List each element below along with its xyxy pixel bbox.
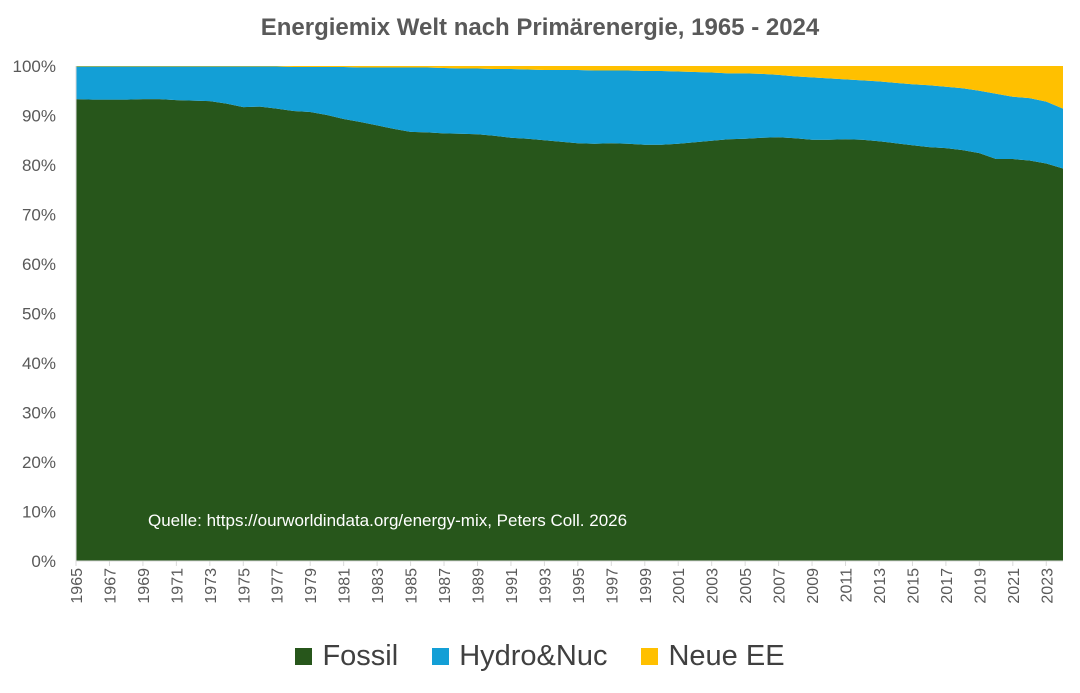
- y-tick-label: 40%: [22, 354, 56, 373]
- y-tick-label: 30%: [22, 404, 56, 423]
- y-tick-label: 80%: [22, 156, 56, 175]
- x-tick-label: 1971: [169, 568, 186, 604]
- x-tick-label: 1997: [604, 568, 621, 604]
- x-tick-label: 1981: [337, 568, 354, 604]
- area-series-fossil: [76, 99, 1063, 562]
- legend-swatch: [432, 648, 450, 665]
- x-tick-label: 2003: [705, 568, 722, 604]
- x-tick-label: 1979: [303, 568, 320, 604]
- y-tick-label: 50%: [22, 305, 56, 324]
- x-tick-label: 1983: [370, 568, 387, 604]
- x-tick-label: 2007: [772, 568, 789, 604]
- x-tick-label: 2009: [805, 568, 822, 604]
- x-tick-label: 1973: [203, 568, 220, 604]
- area-series-hydro-nuc: [76, 66, 1063, 169]
- x-tick-label: 2015: [905, 568, 922, 604]
- y-tick-label: 10%: [22, 503, 56, 522]
- legend-label: Neue EE: [668, 640, 785, 672]
- x-tick-label: 1969: [136, 568, 153, 604]
- legend-label: Hydro&Nuc: [459, 640, 608, 672]
- x-tick-label: 2001: [671, 568, 688, 604]
- plot-area: 0% 10% 20% 30% 40% 50% 60% 70% 80% 90% 100% 1965 196…: [13, 57, 1063, 604]
- x-tick-label: 1977: [270, 568, 287, 604]
- legend: Fossil Hydro&Nuc Neue EE: [0, 640, 1080, 673]
- x-tick-label: 1985: [404, 568, 421, 604]
- y-tick-label: 0%: [31, 552, 56, 571]
- x-tick-label: 1991: [504, 568, 521, 604]
- y-tick-label: 60%: [22, 255, 56, 274]
- legend-item-fossil: Fossil: [295, 640, 398, 673]
- y-tick-label: 20%: [22, 453, 56, 472]
- x-tick-label: 2017: [939, 568, 956, 604]
- y-tick-label: 100%: [13, 57, 56, 76]
- x-tick-label: 2005: [738, 568, 755, 604]
- x-tick-label: 2019: [972, 568, 989, 604]
- y-tick-label: 90%: [22, 107, 56, 126]
- legend-swatch: [641, 648, 659, 665]
- x-tick-label: 1987: [437, 568, 454, 604]
- legend-item-hydro-nuc: Hydro&Nuc: [432, 640, 607, 673]
- legend-item-neue-ee: Neue EE: [641, 640, 785, 673]
- area-series-neue-ee: [76, 66, 1063, 109]
- chart-title: Energiemix Welt nach Primärenergie, 1965…: [260, 14, 820, 41]
- x-tick-label: 2013: [872, 568, 889, 604]
- y-tick-label: 70%: [22, 206, 56, 225]
- x-tick-label: 2021: [1006, 568, 1023, 604]
- x-tick-label: 1993: [537, 568, 554, 604]
- x-tick-label: 1967: [102, 568, 119, 604]
- x-tick-label: 1975: [236, 568, 253, 604]
- x-tick-label: 2023: [1039, 568, 1056, 604]
- x-tick-label: 2011: [839, 568, 856, 603]
- x-tick-label: 1989: [470, 568, 487, 604]
- legend-swatch: [295, 648, 313, 665]
- x-tick-label: 1965: [69, 568, 86, 604]
- x-tick-label: 1995: [571, 568, 588, 604]
- source-annotation: Quelle: https://ourworldindata.org/energ…: [148, 511, 627, 530]
- legend-label: Fossil: [322, 640, 399, 672]
- x-tick-label: 1999: [638, 568, 655, 604]
